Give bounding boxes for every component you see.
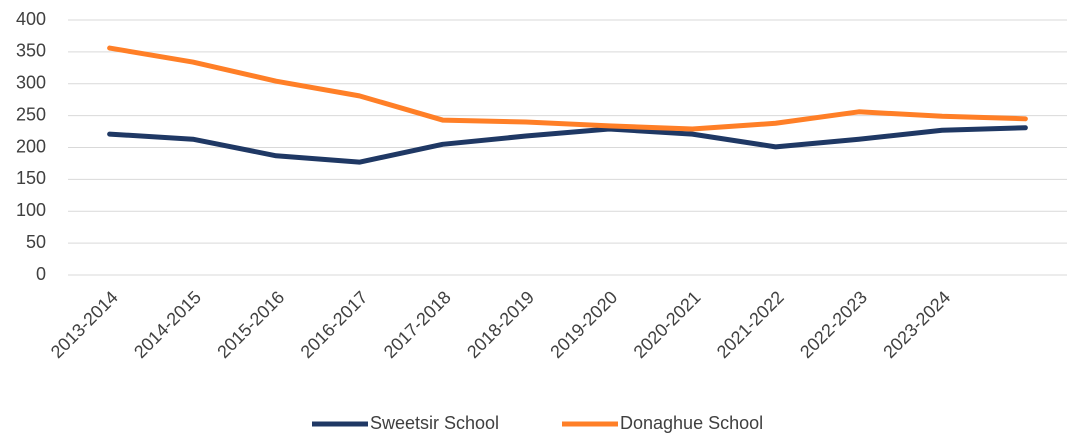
- x-tick-label: 2022-2023: [796, 287, 871, 362]
- x-tick-label: 2018-2019: [463, 287, 538, 362]
- y-tick-label: 400: [16, 9, 46, 29]
- y-tick-label: 300: [16, 73, 46, 93]
- x-tick-label: 2014-2015: [130, 287, 205, 362]
- series-line: [107, 125, 1028, 165]
- y-tick-label: 350: [16, 41, 46, 61]
- y-tick-label: 150: [16, 168, 46, 188]
- y-tick-label: 0: [36, 264, 46, 284]
- x-tick-label: 2020-2021: [630, 287, 705, 362]
- x-tick-label: 2013-2014: [47, 287, 122, 362]
- legend-label: Sweetsir School: [370, 413, 499, 433]
- x-tick-label: 2021-2022: [713, 287, 788, 362]
- y-tick-label: 100: [16, 200, 46, 220]
- x-tick-label: 2016-2017: [297, 287, 372, 362]
- y-tick-label: 50: [26, 232, 46, 252]
- legend-label: Donaghue School: [620, 413, 763, 433]
- x-tick-label: 2023-2024: [879, 287, 954, 362]
- x-tick-label: 2017-2018: [380, 287, 455, 362]
- y-tick-label: 200: [16, 136, 46, 156]
- x-tick-label: 2019-2020: [546, 287, 621, 362]
- series-line: [107, 45, 1028, 132]
- x-tick-label: 2015-2016: [213, 287, 288, 362]
- y-tick-label: 250: [16, 104, 46, 124]
